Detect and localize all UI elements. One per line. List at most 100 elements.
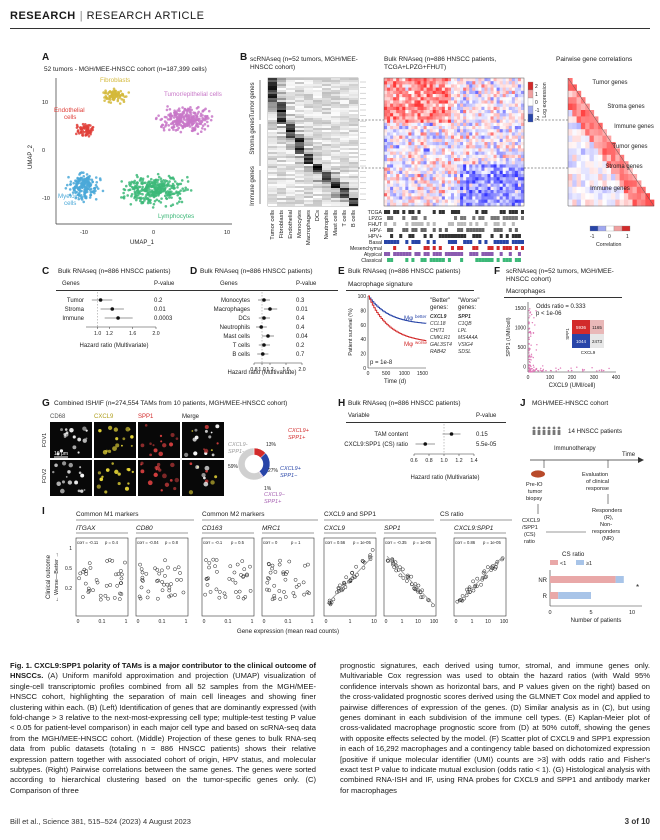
bulk-heatmap-cell	[496, 90, 500, 95]
bulk-heatmap-cell	[441, 103, 446, 108]
bulk-heatmap-cell	[429, 126, 433, 130]
bulk-heatmap-cell	[402, 84, 406, 88]
patient-point	[495, 559, 500, 564]
umap-cell-dot	[203, 128, 207, 131]
bulk-heatmap-cell	[393, 202, 397, 207]
bulk-heatmap-cell	[408, 84, 412, 88]
scrna-heatmap-cell	[286, 194, 295, 196]
patient-point	[267, 576, 271, 581]
macrophage-point	[528, 367, 530, 370]
f-y-tick: 1500	[515, 306, 526, 312]
bulk-heatmap-cell	[508, 177, 513, 181]
bulk-heatmap-cell	[438, 190, 443, 194]
bulk-heatmap-cell	[487, 84, 491, 88]
bulk-heatmap-cell	[435, 81, 440, 85]
umap-cell-dot	[139, 177, 142, 181]
bulk-heatmap-cell	[402, 106, 406, 111]
bulk-heatmap-cell	[384, 97, 388, 101]
bulk-heatmap-cell	[499, 193, 503, 197]
annotation-bar	[450, 210, 454, 214]
bulk-heatmap-cell	[460, 180, 464, 184]
j-x-tick: 0	[548, 610, 551, 616]
bulk-heatmap-cell	[457, 180, 461, 184]
bulk-heatmap-cell	[466, 164, 470, 168]
scrna-heatmap-cell	[295, 204, 304, 206]
umap-cell-dot	[207, 109, 211, 113]
expr-legend-swatch	[527, 105, 534, 115]
bulk-heatmap-cell	[402, 87, 406, 92]
scrna-heatmap-cell	[295, 196, 304, 198]
umap-cell-dot	[91, 190, 95, 194]
corr-cell	[568, 122, 573, 130]
bulk-heatmap-cell	[493, 164, 497, 168]
patient-point	[293, 577, 298, 582]
eval-label: of clinical	[586, 479, 609, 485]
scrna-heatmap-cell	[322, 112, 331, 114]
bulk-heatmap-cell	[466, 132, 470, 136]
scrna-heatmap-cell	[286, 192, 295, 194]
bulk-heatmap-cell	[502, 113, 507, 117]
bulk-heatmap-cell	[399, 190, 403, 194]
scrna-heatmap-cell	[295, 80, 304, 82]
cell-signal	[170, 433, 175, 438]
bulk-heatmap-cell	[454, 116, 458, 120]
patient-point	[272, 596, 277, 601]
bulk-heatmap-cell	[469, 154, 473, 159]
annotation-bar	[478, 234, 482, 238]
annotation-bar	[493, 240, 497, 244]
corr-cell	[598, 161, 603, 168]
bulk-heatmap-cell	[435, 202, 440, 207]
corr-cell	[593, 154, 599, 162]
corr-cell	[589, 193, 595, 200]
bulk-heatmap-cell	[499, 161, 503, 165]
bulk-heatmap-cell	[505, 97, 510, 101]
bulk-heatmap-cell	[514, 90, 519, 95]
bulk-heatmap-cell	[384, 94, 388, 98]
corr-cell	[641, 193, 646, 200]
bulk-heatmap-cell	[478, 94, 482, 98]
annotation-bar	[423, 258, 427, 262]
bulk-heatmap-cell	[469, 132, 473, 136]
bulk-heatmap-cell	[402, 138, 406, 143]
bulk-heatmap-cell	[511, 190, 516, 194]
cell-signal	[60, 428, 64, 432]
umap-cell-dot	[162, 178, 165, 182]
scrna-heatmap-cell	[268, 158, 277, 160]
bulk-heatmap-cell	[444, 97, 449, 101]
inset-y-label: SPP1	[565, 328, 570, 340]
patient-point	[117, 597, 122, 601]
cell-signal	[79, 466, 82, 469]
bulk-heatmap-cell	[390, 110, 394, 114]
bulk-heatmap-cell	[447, 151, 452, 156]
umap-cell-dot	[152, 202, 156, 206]
scrna-heatmap-cell	[340, 132, 349, 134]
bulk-heatmap-cell	[481, 170, 485, 175]
bulk-heatmap-cell	[390, 132, 394, 136]
bulk-heatmap-cell	[408, 135, 412, 140]
bulk-heatmap-cell	[490, 177, 494, 181]
bulk-heatmap-cell	[396, 129, 400, 133]
bulk-heatmap-cell	[390, 100, 394, 104]
scrna-heatmap-cell	[295, 198, 304, 200]
header-rule	[10, 28, 650, 29]
annotation-bar	[475, 246, 479, 250]
bulk-heatmap-cell	[475, 177, 479, 181]
patient-point	[94, 578, 99, 582]
annotation-bar	[502, 240, 506, 244]
bulk-heatmap-cell	[390, 177, 394, 181]
annotation-bar	[499, 234, 503, 238]
patient-point	[240, 559, 245, 563]
patient-point	[465, 587, 469, 592]
bulk-heatmap-cell	[487, 164, 491, 168]
macrophage-point	[533, 317, 535, 319]
annotation-bar	[444, 234, 448, 238]
corr-cell	[580, 161, 586, 168]
scatter-frame	[135, 537, 189, 617]
bulk-heatmap-cell	[441, 167, 446, 172]
scrna-heatmap-cell	[277, 172, 286, 174]
bulk-heatmap-cell	[490, 90, 494, 95]
scrna-heatmap-cell	[304, 140, 313, 142]
bulk-heatmap-cell	[463, 129, 467, 133]
scrna-heatmap-cell	[313, 166, 322, 168]
annotation-bar	[457, 252, 461, 256]
